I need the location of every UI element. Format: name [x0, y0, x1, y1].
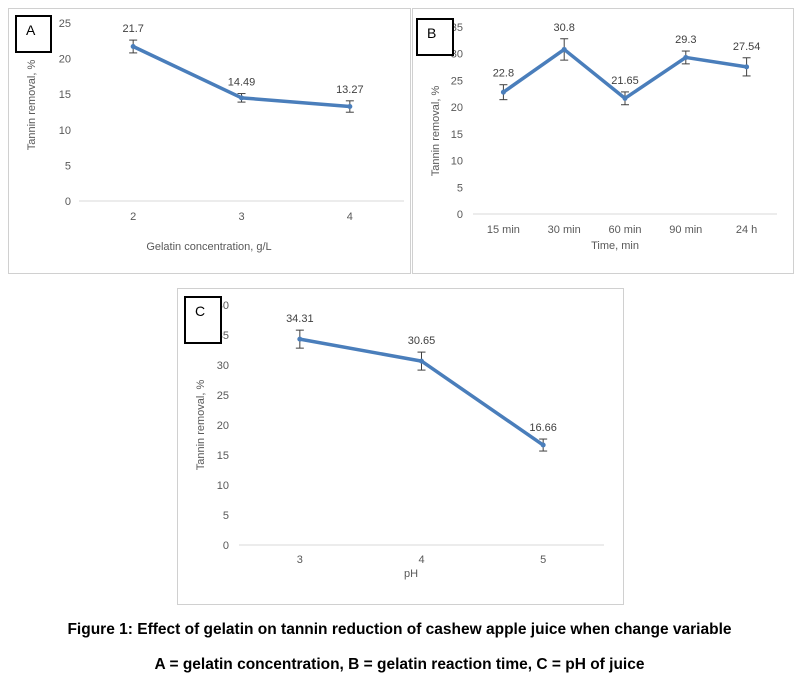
y-tick-label: 5 [457, 182, 463, 194]
x-axis-title: pH [404, 568, 418, 580]
x-axis-title: Gelatin concentration, g/L [146, 241, 271, 253]
x-tick-label: 24 h [736, 224, 757, 236]
data-label: 14.49 [228, 77, 256, 89]
y-tick-label: 5 [223, 510, 229, 522]
x-tick-label: 30 min [548, 224, 581, 236]
y-tick-label: 10 [59, 125, 71, 137]
chart-panel-b: 0 5 10 15 20 25 30 35 15 min 30 min 60 min 90 min 24… [412, 8, 794, 274]
panel-badge-c: C [184, 296, 222, 344]
data-label: 27.54 [733, 41, 761, 53]
chart-panel-a: 0 5 10 15 20 25 2 3 4 Gelatin concentration, g/L T… [8, 8, 411, 274]
data-point [419, 358, 424, 364]
x-tick-label: 5 [540, 554, 546, 566]
y-tick-label: 30 [217, 360, 229, 372]
data-point [297, 336, 303, 342]
data-label: 30.65 [408, 335, 436, 347]
y-tick-label: 5 [65, 160, 71, 172]
chart-panel-c: 0 5 10 15 20 25 30 35 40 3 4 5 pH Tannin removal, % 34… [177, 288, 624, 605]
data-label: 21.65 [611, 75, 639, 87]
y-tick-label: 0 [65, 196, 71, 208]
x-tick-label: 90 min [669, 224, 702, 236]
data-point [744, 64, 750, 70]
x-tick-label: 60 min [608, 224, 641, 236]
data-point [347, 104, 353, 110]
data-point [622, 95, 628, 101]
data-label: 30.8 [553, 22, 574, 34]
data-label: 16.66 [529, 422, 557, 434]
y-tick-label: 15 [451, 129, 463, 141]
data-point [500, 89, 506, 95]
x-tick-label: 4 [347, 211, 353, 223]
y-tick-label: 10 [217, 480, 229, 492]
data-point [683, 54, 689, 60]
y-tick-label: 0 [457, 209, 463, 221]
data-label: 34.31 [286, 313, 314, 325]
figure-caption-line-2: A = gelatin concentration, B = gelatin r… [154, 656, 645, 673]
data-label: 21.7 [122, 23, 143, 35]
panel-badge-a: A [15, 15, 52, 53]
series-line [501, 47, 749, 101]
data-point [239, 95, 244, 101]
x-tick-label: 4 [418, 554, 424, 566]
y-tick-label: 25 [451, 75, 463, 87]
x-tick-label: 15 min [487, 224, 520, 236]
x-axis-title: Time, min [591, 240, 639, 252]
y-tick-label: 10 [451, 156, 463, 168]
x-tick-label: 3 [238, 211, 244, 223]
data-label: 13.27 [336, 84, 364, 96]
y-tick-label: 20 [217, 420, 229, 432]
y-axis-title: Tannin removal, % [430, 86, 442, 177]
y-tick-label: 25 [59, 18, 71, 30]
figure-caption-line-1: Figure 1: Effect of gelatin on tannin re… [67, 621, 732, 638]
chart-a-svg: 0 5 10 15 20 25 2 3 4 Gelatin concentration, g/L T… [26, 18, 404, 253]
x-tick-label: 2 [130, 211, 136, 223]
y-tick-label: 0 [223, 540, 229, 552]
data-point [130, 43, 136, 49]
y-tick-label: 25 [217, 390, 229, 402]
y-axis-title: Tannin removal, % [195, 380, 207, 471]
y-tick-label: 15 [217, 450, 229, 462]
y-tick-label: 15 [59, 89, 71, 101]
panel-badge-b: B [416, 18, 454, 56]
data-label: 29.3 [675, 34, 696, 46]
y-tick-label: 20 [451, 102, 463, 114]
data-label: 22.8 [493, 68, 514, 80]
y-axis-title: Tannin removal, % [26, 60, 38, 151]
x-tick-label: 3 [297, 554, 303, 566]
y-tick-label: 20 [59, 54, 71, 66]
data-point [561, 46, 567, 52]
data-point [540, 442, 546, 448]
